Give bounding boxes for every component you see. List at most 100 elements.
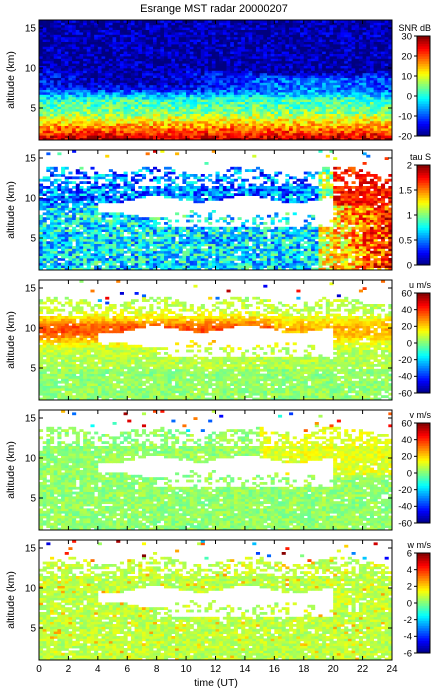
heatmap-cell (193, 87, 198, 90)
heatmap-cell (237, 130, 242, 134)
heatmap-cell (296, 70, 301, 74)
heatmap-cell (211, 34, 216, 38)
heatmap-cell (300, 46, 305, 50)
heatmap-cell (373, 41, 378, 45)
heatmap-cell (311, 65, 316, 69)
heatmap-cell (127, 75, 132, 78)
heatmap-cell (314, 58, 319, 62)
heatmap-cell (292, 101, 297, 105)
heatmap-cell (164, 75, 169, 78)
heatmap-cell (300, 87, 305, 90)
heatmap-cell (355, 108, 360, 112)
heatmap-cell (226, 34, 231, 38)
heatmap-cell (336, 130, 341, 134)
heatmap-cell (278, 82, 283, 86)
heatmap-cell (197, 51, 202, 54)
heatmap-cell (233, 125, 238, 129)
heatmap-cell (336, 41, 341, 45)
heatmap-cell (57, 116, 62, 119)
heatmap-cell (252, 80, 257, 83)
heatmap-cell (377, 116, 382, 119)
heatmap-cell (211, 77, 216, 81)
heatmap-cell (336, 70, 341, 74)
heatmap-cell (57, 75, 62, 78)
heatmap-cell (72, 111, 77, 114)
heatmap-cell (233, 65, 238, 69)
heatmap-cell (219, 29, 224, 33)
heatmap-cell (68, 106, 73, 110)
heatmap-cell (189, 32, 194, 35)
heatmap-cell (292, 111, 297, 114)
heatmap-cell (39, 70, 44, 74)
heatmap-cell (64, 116, 69, 119)
heatmap-cell (336, 96, 341, 100)
heatmap-cell (325, 58, 330, 62)
heatmap-cell (39, 56, 44, 59)
heatmap-cell (182, 72, 187, 76)
heatmap-cell (311, 48, 316, 52)
heatmap-cell (160, 84, 165, 88)
heatmap-cell (108, 137, 113, 141)
heatmap-cell (160, 87, 165, 90)
heatmap-cell (351, 70, 356, 74)
heatmap-cell (369, 92, 375, 95)
heatmap-cell (134, 53, 139, 57)
heatmap-cell (347, 72, 352, 76)
heatmap-cell (219, 24, 224, 28)
heatmap-cell (219, 60, 224, 64)
heatmap-cell (200, 53, 205, 57)
heatmap-cell (388, 48, 393, 52)
heatmap-cell (197, 24, 202, 28)
heatmap-cell (366, 108, 371, 112)
heatmap-cell (222, 116, 227, 119)
heatmap-cell (255, 130, 261, 134)
heatmap-cell (325, 68, 330, 71)
heatmap-cell (50, 120, 55, 124)
heatmap-cell (64, 108, 69, 112)
heatmap-cell (347, 77, 352, 81)
heatmap-cell (248, 101, 253, 105)
heatmap-cell (75, 22, 80, 26)
heatmap-cell (226, 116, 231, 119)
heatmap-cell (79, 34, 84, 38)
heatmap-cell (366, 120, 371, 124)
heatmap-cell (303, 104, 308, 107)
heatmap-cell (160, 120, 165, 124)
heatmap-cell (149, 82, 154, 86)
heatmap-cell (101, 36, 106, 40)
heatmap-cell (50, 48, 55, 52)
heatmap-cell (46, 41, 51, 45)
heatmap-cell (105, 118, 110, 122)
heatmap-cell (53, 48, 58, 52)
heatmap-cell (233, 34, 238, 38)
heatmap-cell (215, 44, 220, 47)
heatmap-cell (388, 22, 393, 26)
heatmap-cell (182, 92, 187, 95)
heatmap-cell (75, 106, 80, 110)
heatmap-cell (105, 53, 110, 57)
heatmap-cell (167, 70, 172, 74)
heatmap-cell (311, 96, 316, 100)
heatmap-cell (50, 106, 55, 110)
heatmap-cell (230, 32, 235, 35)
heatmap-cell (182, 70, 187, 74)
heatmap-cell (53, 20, 58, 23)
heatmap-cell (219, 84, 224, 88)
heatmap-cell (119, 39, 124, 42)
heatmap-cell (366, 34, 371, 38)
heatmap-cell (90, 58, 95, 62)
heatmap-cell (138, 51, 143, 54)
heatmap-cell (138, 63, 143, 66)
heatmap-cell (138, 96, 143, 100)
heatmap-cell (64, 94, 69, 98)
heatmap-cell (175, 104, 180, 107)
heatmap-cell (90, 94, 95, 98)
heatmap-cell (270, 20, 275, 23)
heatmap-cell (46, 56, 51, 59)
heatmap-cell (255, 44, 261, 47)
heatmap-cell (42, 89, 47, 93)
heatmap-cell (149, 51, 154, 54)
heatmap-cell (237, 94, 242, 98)
heatmap-cell (83, 104, 88, 107)
